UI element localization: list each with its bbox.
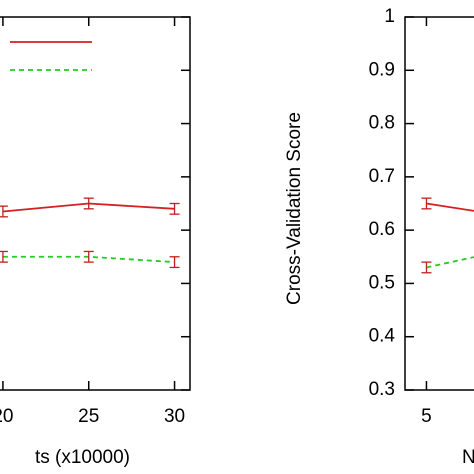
y-tick-label: 0.3 — [369, 379, 395, 400]
x-tick-label: 30 — [164, 406, 185, 427]
x-tick-label: 20 — [0, 406, 13, 427]
y-axis-label: Cross-Validation Score — [284, 112, 305, 305]
data-line — [426, 202, 474, 212]
y-tick-label: 0.6 — [369, 219, 395, 240]
error-bar — [421, 197, 432, 210]
error-bar — [169, 202, 180, 215]
y-tick-label: 0.7 — [369, 166, 395, 187]
error-bar — [169, 256, 180, 269]
y-tick-label: 1 — [384, 6, 395, 27]
y-tick-label: 0.8 — [369, 113, 395, 134]
error-bar — [421, 261, 432, 274]
plot-frame — [0, 16, 191, 391]
x-tick-label: 5 — [421, 406, 432, 427]
y-tick-label: 0.5 — [369, 272, 395, 293]
x-axis-label: ts (x10000) — [35, 447, 130, 468]
x-axis-label: N — [462, 447, 474, 468]
x-tick-label: 25 — [78, 406, 99, 427]
error-bar — [0, 250, 8, 263]
error-bar — [83, 197, 94, 210]
plot-frame — [404, 16, 474, 391]
data-line — [426, 256, 474, 269]
error-bar — [83, 250, 94, 263]
y-tick-label: 0.9 — [369, 59, 395, 80]
error-bar — [0, 205, 8, 218]
y-tick-label: 0.4 — [369, 326, 396, 347]
